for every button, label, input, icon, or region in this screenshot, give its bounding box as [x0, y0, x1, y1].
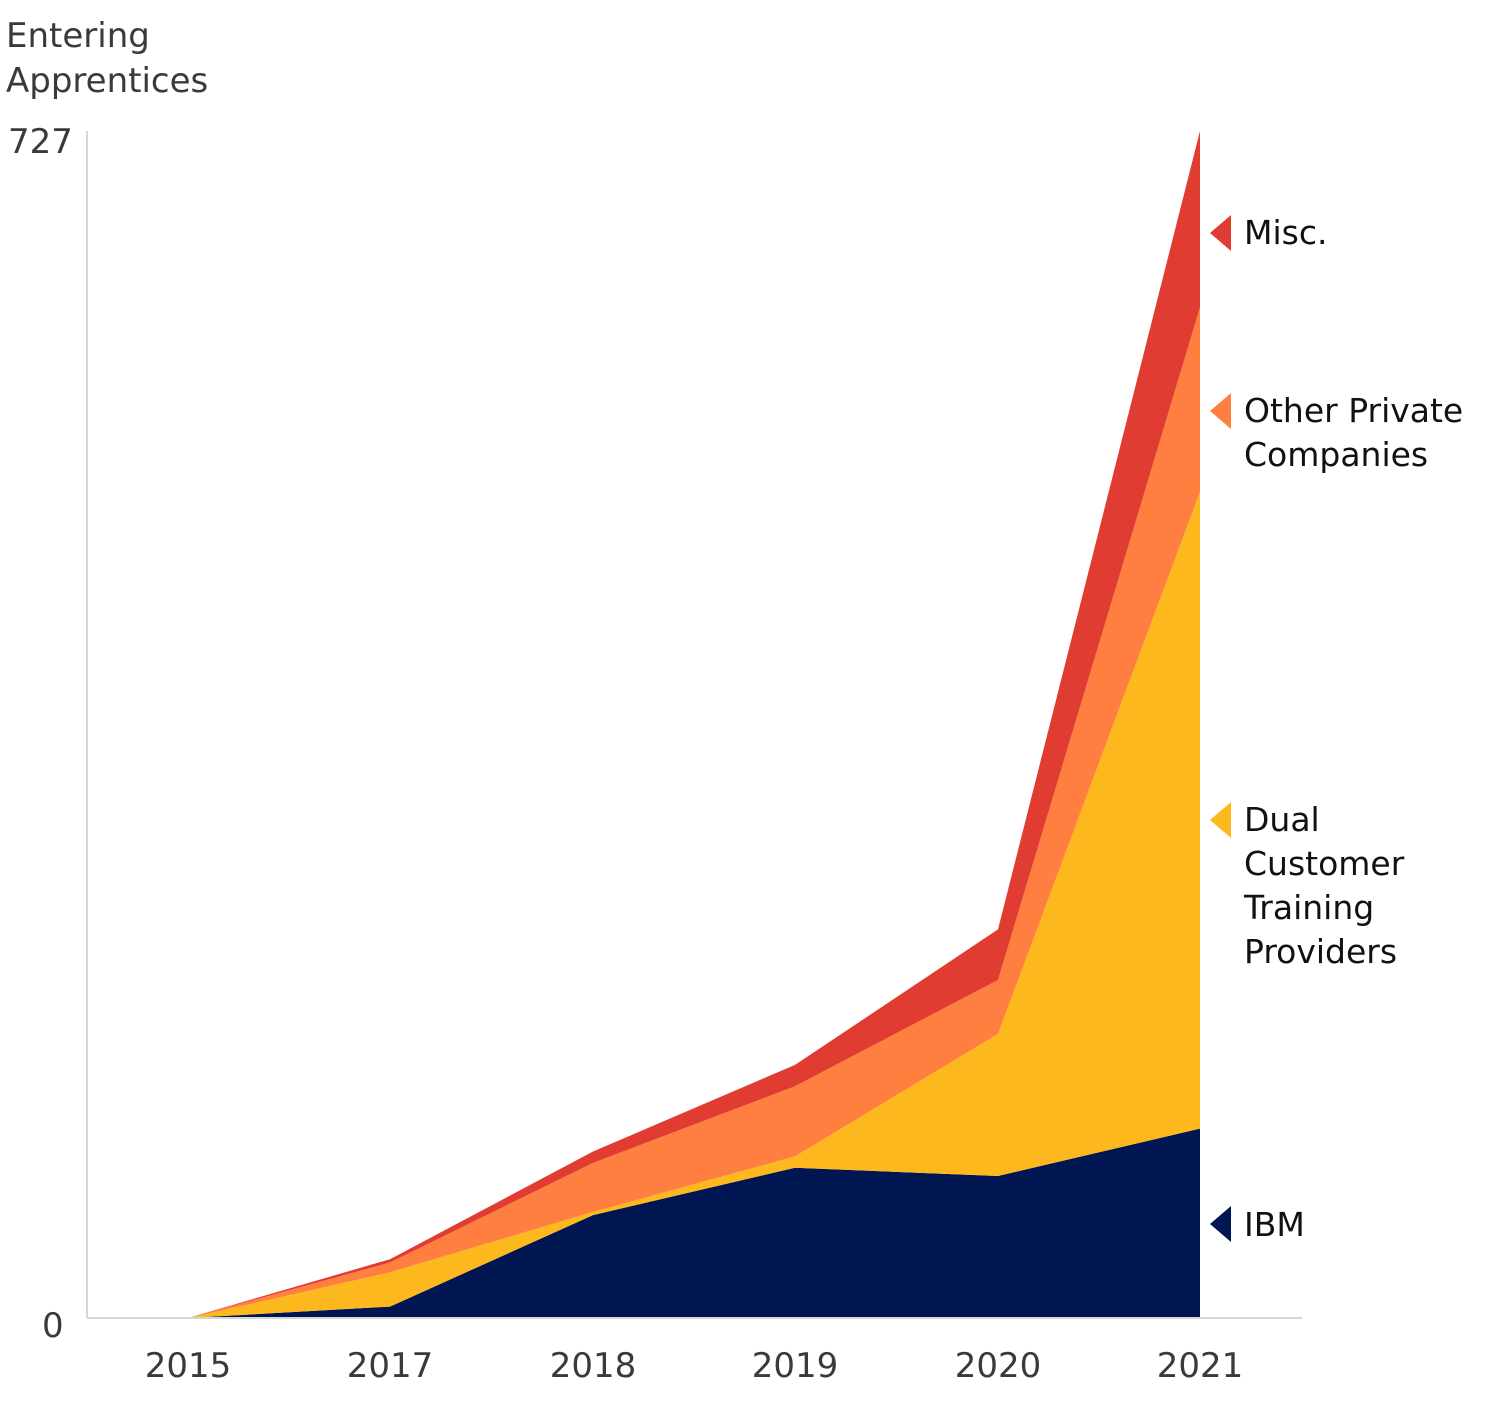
x-tick-labels: 2015 2017 2018 2019 2020 2021	[145, 1346, 1244, 1386]
x-tick-label-2019: 2019	[752, 1346, 839, 1386]
legend-label-other-line-1: Other Private	[1244, 391, 1464, 430]
y-axis-title-line-2: Apprentices	[6, 61, 209, 101]
legend-label-misc: Misc.	[1244, 211, 1327, 255]
legend-markers	[1210, 215, 1231, 1242]
legend-label-dual-line-3: Training	[1244, 888, 1375, 927]
x-tick-label-2017: 2017	[347, 1346, 434, 1386]
y-tick-label-max: 727	[8, 122, 73, 162]
legend-marker-dual-customer-training-providers-icon	[1210, 802, 1231, 838]
legend-label-dual-line-4: Providers	[1244, 932, 1398, 971]
y-axis-title-line-1: Entering	[6, 16, 150, 56]
y-axis-title: Entering Apprentices	[6, 14, 208, 104]
legend-label-ibm: IBM	[1244, 1205, 1305, 1244]
y-tick-label-zero: 0	[42, 1306, 64, 1346]
legend-marker-other-private-companies-icon	[1210, 393, 1231, 429]
area-ibm	[188, 1128, 1200, 1318]
legend-marker-misc-icon	[1210, 215, 1231, 251]
area-dual-customer-training-providers	[188, 491, 1200, 1318]
legend-label-other-private-companies: Other Private Companies	[1244, 389, 1463, 477]
axes	[86, 131, 1302, 1319]
legend-label-other-line-2: Companies	[1244, 435, 1429, 474]
area-layers	[188, 131, 1200, 1318]
x-tick-label-2018: 2018	[550, 1346, 637, 1386]
legend-label-dual-line-1: Dual	[1244, 800, 1320, 839]
legend-label-dual-line-2: Customer	[1244, 844, 1405, 883]
x-tick-label-2015: 2015	[145, 1346, 232, 1386]
x-tick-label-2021: 2021	[1157, 1346, 1244, 1386]
legend-label-dual-customer-training-providers: Dual Customer Training Providers	[1244, 798, 1404, 974]
legend-marker-ibm-icon	[1210, 1206, 1231, 1242]
legend-label-misc-line-1: Misc.	[1244, 213, 1328, 252]
x-tick-label-2020: 2020	[955, 1346, 1042, 1386]
